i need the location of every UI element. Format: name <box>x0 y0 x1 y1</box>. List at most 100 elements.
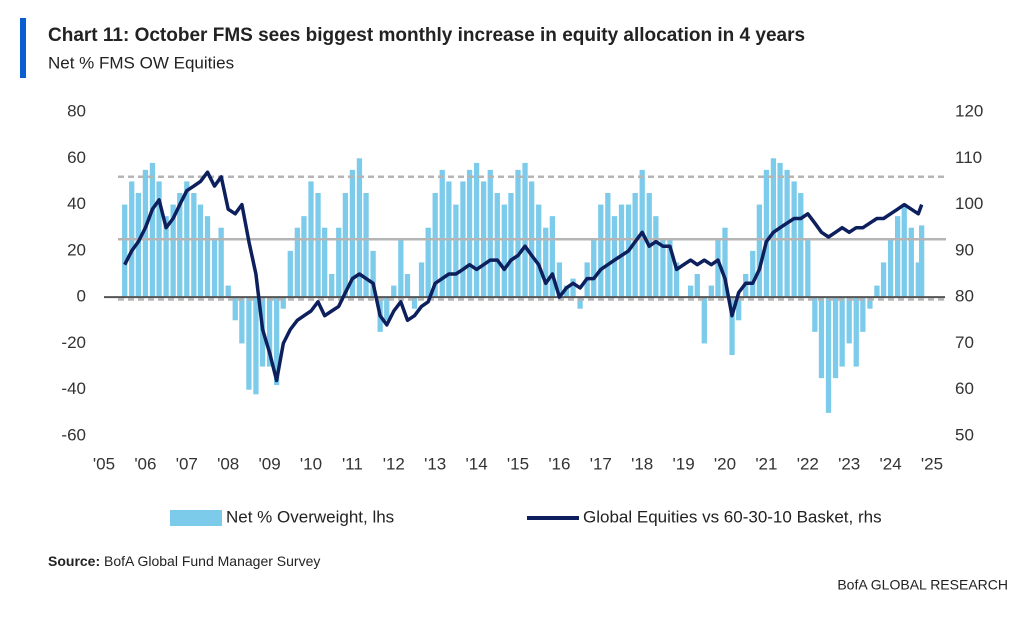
bar <box>660 239 666 298</box>
bar <box>239 297 245 344</box>
bar <box>880 262 887 298</box>
bar <box>246 297 252 390</box>
bar <box>197 204 204 298</box>
legend-label: Net % Overweight, lhs <box>226 507 394 526</box>
x-tick-label: '17 <box>590 454 612 473</box>
y-tick-label: 20 <box>67 240 86 259</box>
bar <box>473 162 480 298</box>
bar <box>494 193 500 298</box>
x-tick-label: '14 <box>466 454 488 473</box>
y2-tick-label: 60 <box>955 379 974 398</box>
bar <box>667 239 673 298</box>
bar <box>349 169 356 298</box>
x-tick-label: '10 <box>300 454 322 473</box>
x-tick-label: '08 <box>217 454 239 473</box>
x-tick-label: '23 <box>838 454 860 473</box>
bar <box>356 158 363 298</box>
bar <box>253 297 259 395</box>
y-tick-label: 60 <box>67 148 86 167</box>
x-tick-label: '18 <box>631 454 653 473</box>
x-tick-label: '15 <box>507 454 529 473</box>
bar <box>818 297 825 379</box>
bar <box>832 297 839 379</box>
y2-tick-label: 90 <box>955 240 974 259</box>
bar <box>315 193 321 298</box>
bar <box>736 297 742 321</box>
y-tick-label: 80 <box>67 101 86 120</box>
bar <box>501 204 507 298</box>
bar <box>908 227 914 298</box>
bar <box>701 297 707 344</box>
bar <box>563 285 570 298</box>
x-tick-label: '09 <box>259 454 281 473</box>
bar <box>280 297 286 309</box>
y2-tick-label: 100 <box>955 194 983 213</box>
bar <box>543 227 549 298</box>
legend-label: Global Equities vs 60-30-10 Basket, rhs <box>583 507 882 526</box>
x-tick-label: '25 <box>921 454 943 473</box>
bar <box>191 193 197 298</box>
bar <box>605 193 611 298</box>
bar <box>722 227 728 298</box>
bar <box>812 297 818 332</box>
bar <box>577 297 583 309</box>
x-tick-label: '12 <box>383 454 405 473</box>
x-tick-label: '20 <box>714 454 736 473</box>
bar <box>163 216 169 298</box>
bar <box>694 274 700 298</box>
line <box>123 170 924 383</box>
bar <box>515 169 521 298</box>
bar <box>135 193 142 298</box>
accent-bar <box>20 18 26 78</box>
bar <box>839 297 845 367</box>
bar <box>687 285 694 298</box>
x-tick-label: '24 <box>880 454 902 473</box>
bar <box>798 193 804 298</box>
bar <box>549 216 556 298</box>
bar <box>846 297 852 344</box>
y-tick-label: 40 <box>67 194 86 213</box>
bar <box>149 162 156 298</box>
bar <box>756 204 763 298</box>
bar <box>598 204 604 298</box>
bar <box>825 297 832 413</box>
bar <box>708 285 714 298</box>
bar <box>218 227 224 298</box>
bar <box>715 239 721 298</box>
bar <box>329 274 335 298</box>
bar <box>370 250 376 298</box>
bar <box>398 239 404 298</box>
bar <box>919 225 925 298</box>
x-tick-label: '22 <box>797 454 819 473</box>
bar <box>729 297 735 355</box>
bar <box>425 227 431 298</box>
bar <box>177 193 183 298</box>
x-tick-label: '06 <box>134 454 156 473</box>
bar <box>418 262 425 298</box>
bar <box>570 278 576 298</box>
bar <box>294 227 300 298</box>
bar <box>874 285 880 298</box>
x-tick-label: '07 <box>176 454 198 473</box>
source: Source: BofA Global Fund Manager Survey <box>48 553 320 569</box>
bar <box>336 227 342 298</box>
source-label: Source: <box>48 553 100 569</box>
bar <box>860 297 866 332</box>
bar <box>225 285 231 298</box>
bar <box>763 169 770 298</box>
bar <box>404 274 411 298</box>
chart-subtitle: Net % FMS OW Equities <box>48 53 234 72</box>
bar <box>211 239 218 298</box>
bar <box>805 239 811 298</box>
bar <box>142 169 149 298</box>
bar <box>170 204 176 298</box>
bar <box>618 204 625 298</box>
bar <box>391 285 397 298</box>
bar <box>432 193 438 298</box>
x-tick-label: '05 <box>93 454 115 473</box>
bar <box>342 193 349 298</box>
bar <box>784 169 790 298</box>
x-tick-label: '19 <box>673 454 695 473</box>
